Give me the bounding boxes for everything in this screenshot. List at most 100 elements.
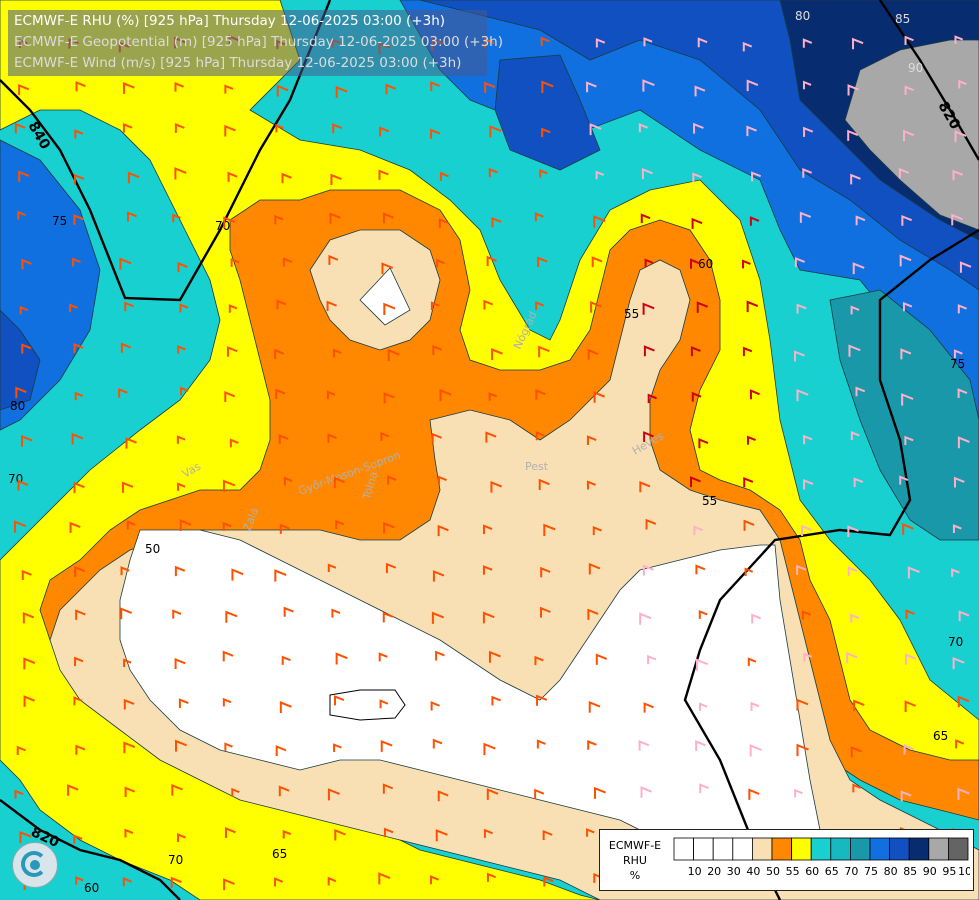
- wind-barb: [541, 80, 554, 93]
- wind-barb: [223, 878, 235, 891]
- wind-barb: [437, 475, 447, 485]
- wind-barb: [853, 477, 864, 487]
- wind-barb: [430, 875, 439, 885]
- wind-barb: [15, 386, 27, 399]
- wind-barb: [230, 258, 240, 267]
- wind-barb: [690, 258, 701, 269]
- legend-tick-label: 40: [746, 865, 760, 878]
- wind-barb: [535, 301, 544, 311]
- wind-barb: [591, 256, 603, 268]
- map-title-box: ECMWF-E RHU (%) [925 hPa] Thursday 12-06…: [8, 10, 503, 76]
- wind-barb: [120, 342, 132, 353]
- legend-tick-label: 55: [786, 865, 800, 878]
- wind-barb: [802, 38, 813, 48]
- wind-barb: [900, 348, 912, 360]
- wind-barb: [902, 129, 915, 141]
- wind-barb: [488, 392, 498, 401]
- wind-barb: [488, 167, 498, 178]
- wind-barb: [281, 655, 291, 665]
- contour-label-70-e: 70: [948, 635, 963, 649]
- wind-barb: [744, 567, 754, 577]
- wind-barb: [120, 607, 133, 620]
- place-label-pest: Pest: [525, 460, 549, 473]
- wind-barb: [746, 300, 759, 313]
- wind-barb: [642, 302, 655, 315]
- wind-barb: [952, 169, 963, 181]
- wind-barb: [333, 476, 345, 488]
- wind-barb: [483, 828, 493, 838]
- rhu-legend: ECMWF-E RHU % 10 20 30 40 50 55 60 65 70 75 80 85 90…: [599, 829, 974, 891]
- wind-barb: [742, 346, 753, 357]
- wind-barb: [123, 741, 136, 754]
- wind-barb: [431, 432, 442, 444]
- closed-contour-small: [329, 689, 406, 721]
- wind-barb: [122, 122, 133, 133]
- wind-barb: [898, 167, 910, 179]
- wind-barb: [747, 657, 757, 666]
- wind-barb: [222, 479, 236, 493]
- legend-tick-label: 10: [688, 865, 702, 878]
- wind-barb: [638, 123, 648, 133]
- wind-barb: [485, 431, 497, 443]
- contour-label-70-s: 70: [168, 853, 183, 867]
- wind-barb: [383, 521, 395, 534]
- wind-barb: [278, 434, 289, 445]
- wind-barb: [951, 213, 963, 226]
- wind-barb: [176, 435, 186, 444]
- wind-barb: [231, 568, 244, 581]
- legend-tick-label: 95: [942, 865, 956, 878]
- wind-barb: [742, 259, 751, 269]
- wind-barb: [794, 788, 803, 798]
- wind-barb: [590, 301, 602, 313]
- contour-label-55-e: 55: [702, 494, 717, 508]
- legend-tick-label: 70: [844, 865, 858, 878]
- wind-barb: [902, 523, 914, 535]
- wind-barb: [743, 519, 755, 531]
- wind-barb: [430, 128, 441, 139]
- wind-barb: [14, 520, 27, 533]
- wind-barb: [587, 348, 599, 360]
- wind-barb: [279, 701, 292, 714]
- wind-barb: [899, 475, 909, 485]
- wind-barb: [379, 126, 390, 137]
- wind-barb: [75, 609, 86, 620]
- wind-barb: [953, 476, 965, 488]
- wind-barb: [586, 480, 596, 490]
- wind-barb: [228, 304, 238, 313]
- wind-barb: [538, 478, 550, 490]
- wind-barb: [73, 834, 83, 844]
- wind-barb: [796, 743, 809, 757]
- wind-barb: [73, 696, 83, 706]
- wind-barb: [74, 129, 84, 139]
- wind-barb: [486, 255, 497, 267]
- wind-barb: [21, 258, 32, 270]
- wind-barb: [954, 35, 964, 44]
- wind-barb: [751, 171, 762, 182]
- wind-barb: [281, 172, 292, 184]
- rhu-band-85-north-center: [494, 54, 601, 171]
- contour-label-55-c: 55: [624, 307, 639, 321]
- wind-barb: [699, 783, 709, 794]
- wind-barb: [802, 80, 812, 90]
- wind-barb: [118, 387, 128, 398]
- wind-barb: [432, 738, 443, 749]
- wind-barb: [18, 83, 30, 96]
- wind-barb: [17, 210, 26, 220]
- wind-barb: [275, 123, 284, 133]
- wind-barb: [124, 786, 136, 798]
- wind-barb: [222, 521, 232, 531]
- wind-barb: [644, 258, 654, 268]
- wind-barb: [904, 35, 914, 45]
- wind-barb: [172, 213, 181, 223]
- legend-tick-label: 65: [825, 865, 839, 878]
- wind-barb: [698, 609, 708, 619]
- geopotential-line-820-southeast: [683, 228, 979, 900]
- contour-label-50-w: 50: [145, 542, 160, 556]
- legend-tick-label: 80: [884, 865, 898, 878]
- wind-barb: [222, 697, 232, 707]
- wind-barb: [643, 345, 655, 357]
- wind-barb: [179, 303, 189, 313]
- wind-barb: [643, 702, 654, 713]
- wind-barb: [801, 524, 813, 536]
